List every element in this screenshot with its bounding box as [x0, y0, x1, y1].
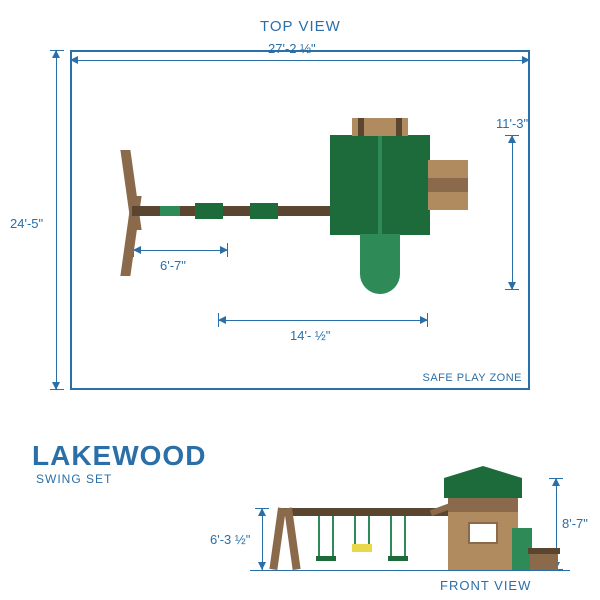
ground-line — [250, 570, 570, 571]
arrow-icon — [508, 135, 516, 143]
ladder-rail — [396, 118, 402, 136]
front-aframe — [284, 507, 301, 570]
dim-cap — [549, 478, 563, 479]
front-view-title: FRONT VIEW — [440, 578, 531, 593]
trapeze-bar — [160, 206, 180, 216]
dim-line-inner-h — [512, 135, 513, 290]
arrow-icon — [258, 508, 266, 516]
arrow-icon — [258, 562, 266, 570]
dim-line-swing-reach — [133, 250, 228, 251]
front-aframe — [269, 507, 286, 570]
tower-roof-ridge — [378, 135, 382, 235]
front-chain — [404, 516, 406, 558]
front-chain — [368, 516, 370, 546]
arrow-icon — [70, 56, 78, 64]
dim-safe-height: 24'-5" — [10, 216, 43, 231]
dim-line-safe-width — [70, 60, 530, 61]
dim-line-front-left — [262, 508, 263, 570]
arrow-icon — [52, 50, 60, 58]
front-trapeze — [352, 544, 372, 552]
front-chain — [332, 516, 334, 558]
ladder-rail — [358, 118, 364, 136]
dim-inner-height: 11'-3" — [496, 116, 528, 131]
dim-front-right: 8'-7" — [562, 516, 588, 531]
dim-safe-width: 27'-2 ½" — [268, 41, 316, 56]
dim-cap — [505, 135, 519, 136]
diagram-canvas: TOP VIEW SAFE PLAY ZONE 27'-2 ½" 24'-5" … — [0, 0, 600, 600]
dim-cap — [218, 313, 219, 327]
front-chain — [390, 516, 392, 558]
dim-swing-reach: 6'-7" — [160, 258, 186, 273]
dim-cap — [227, 243, 228, 257]
dim-cap — [50, 50, 64, 51]
front-beam — [278, 508, 448, 516]
front-swing-seat — [316, 556, 336, 561]
product-subtitle: SWING SET — [36, 472, 112, 486]
front-bench-top — [528, 548, 560, 554]
dim-cap — [427, 313, 428, 327]
safe-play-zone-label: SAFE PLAY ZONE — [422, 372, 522, 384]
front-swing-seat — [388, 556, 408, 561]
swing-seat — [195, 203, 223, 219]
slide-top — [360, 234, 400, 294]
dim-cap — [50, 389, 64, 390]
arrow-icon — [218, 316, 226, 324]
swing-seat — [250, 203, 278, 219]
dim-cap — [505, 289, 519, 290]
front-roof-peak — [444, 466, 522, 478]
front-chain — [318, 516, 320, 558]
dim-line-safe-height — [56, 50, 57, 390]
side-bench-dark — [428, 178, 468, 192]
dim-cap — [255, 508, 269, 509]
dim-line-inner-w — [218, 320, 428, 321]
dim-inner-width: 14'- ½" — [290, 328, 330, 343]
arrow-icon — [552, 478, 560, 486]
top-view-title: TOP VIEW — [260, 18, 341, 35]
arrow-icon — [522, 56, 530, 64]
product-name: LAKEWOOD — [32, 440, 206, 472]
front-roof — [444, 478, 522, 498]
front-chain — [354, 516, 356, 546]
dim-front-left: 6'-3 ½" — [210, 532, 250, 547]
front-tower-window — [468, 522, 498, 544]
front-bench — [530, 552, 558, 570]
